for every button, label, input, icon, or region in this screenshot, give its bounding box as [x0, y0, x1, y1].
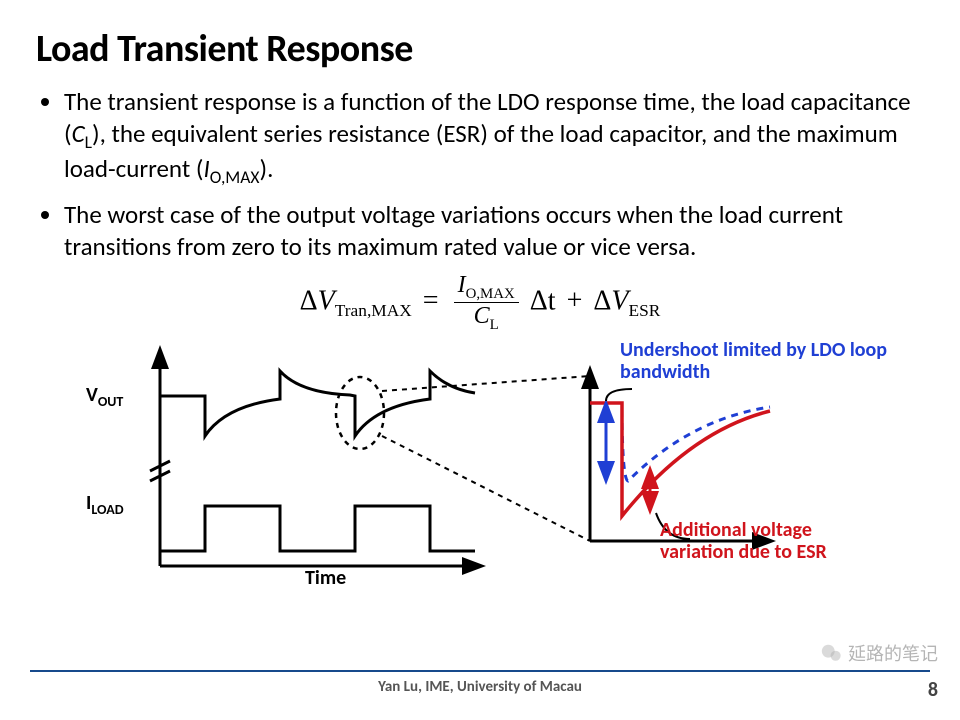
eq-delta2: Δ [593, 285, 611, 316]
esr-trace [590, 403, 770, 516]
eq-plus: + [567, 285, 583, 316]
equation: ΔVTran,MAX = IO,MAX CL Δt + ΔVESR [36, 273, 924, 333]
eq-delta1: Δ [300, 285, 318, 316]
eq-dt: Δt [530, 285, 556, 316]
eq-rhs-v: V [611, 285, 628, 316]
watermark: 延路的笔记 [820, 640, 938, 666]
bullet-list: The transient response is a function of … [42, 86, 924, 263]
b1-cl-sub: L [85, 131, 92, 153]
eq-den-c: C [474, 303, 490, 329]
time-label: Time [305, 566, 346, 590]
detail-panel [590, 371, 770, 541]
undershoot-annotation: Undershoot limited by LDO loop bandwidth [620, 339, 890, 383]
undershoot-dashed [590, 403, 770, 481]
esr-annotation: Additional voltage variation due to ESR [660, 519, 890, 563]
eq-lhs-sub: Tran,MAX [335, 301, 412, 320]
b1-post: ). [259, 153, 273, 184]
slide-title: Load Transient Response [36, 26, 924, 72]
detail-circle [336, 377, 384, 449]
wechat-icon [820, 642, 842, 664]
eq-num-sub: O,MAX [466, 286, 515, 302]
watermark-text: 延路的笔记 [848, 640, 938, 666]
transient-figure: VOUT ILOAD Time Undershoot limited by LD… [50, 341, 910, 601]
vout-trace [160, 371, 475, 436]
eq-frac: IO,MAX CL [454, 273, 519, 333]
vout-label: VOUT [86, 383, 123, 410]
eq-rhs-sub: ESR [628, 301, 660, 320]
footer-credit: Yan Lu, IME, University of Macau [0, 678, 960, 696]
page-number: 8 [928, 678, 938, 702]
eq-equals: = [423, 285, 439, 316]
iload-trace [160, 506, 475, 551]
b1-io-sub: O,MAX [210, 166, 260, 188]
footer-rule [30, 670, 930, 672]
b1-cl: C [72, 118, 85, 149]
b1-mid: ), the equivalent series resistance (ESR… [64, 118, 898, 184]
eq-num-i: I [458, 272, 466, 298]
eq-den-sub: L [490, 317, 499, 333]
bullet-2: The worst case of the output voltage var… [64, 199, 924, 263]
bullet-1: The transient response is a function of … [64, 86, 924, 189]
iload-label: ILOAD [86, 491, 124, 518]
eq-lhs-v: V [318, 285, 335, 316]
